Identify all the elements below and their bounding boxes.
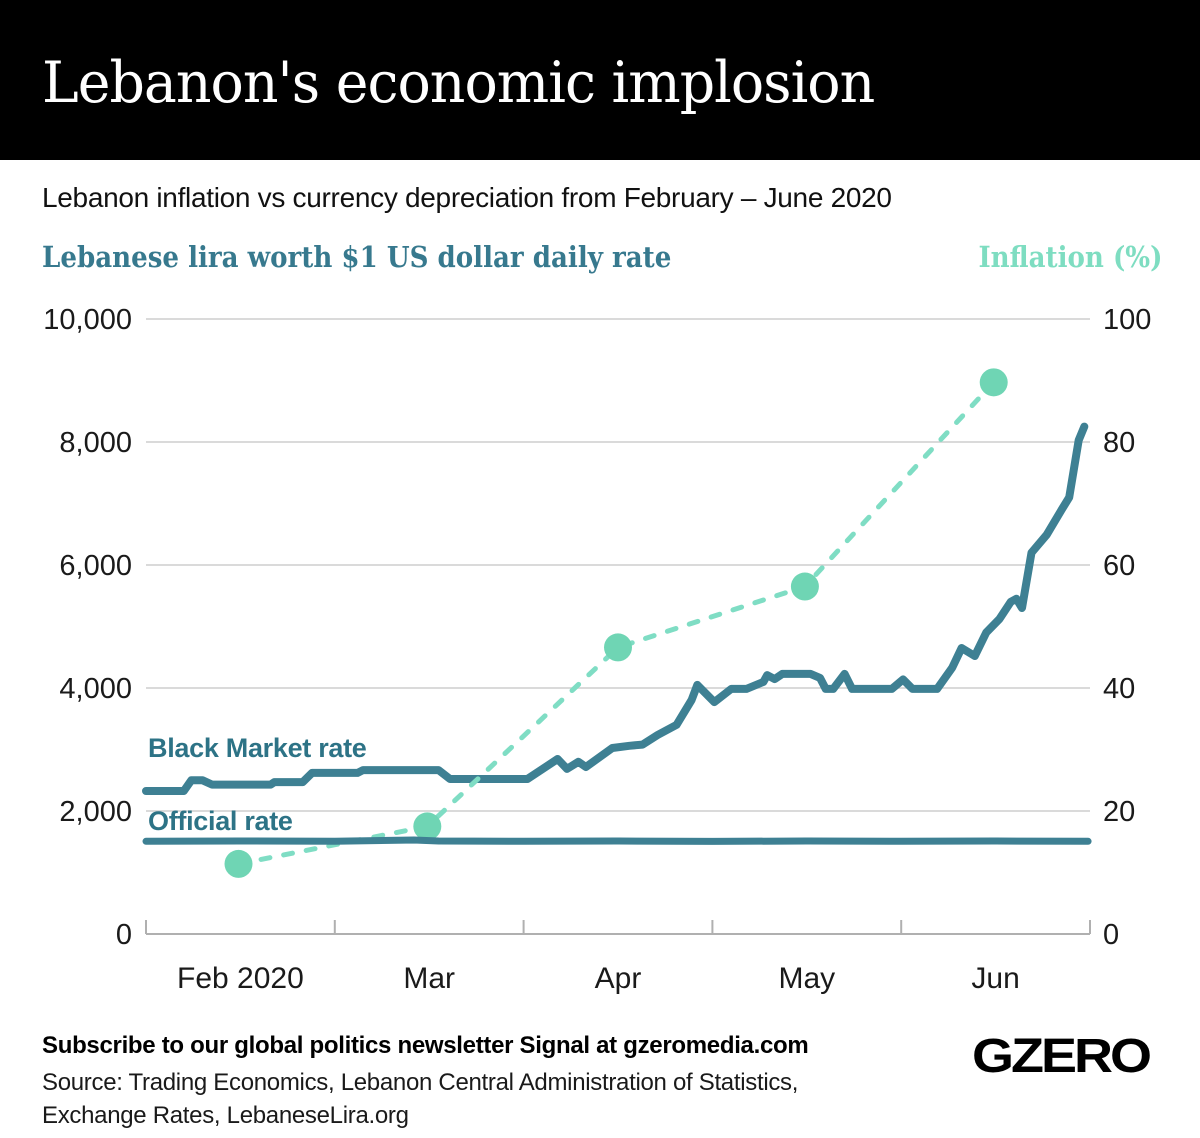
inflation-dot <box>224 849 253 878</box>
x-axis-tick-label: Feb 2020 <box>177 962 304 995</box>
right-axis-tick-label: 20 <box>1103 796 1135 828</box>
left-axis-tick-label: 2,000 <box>59 796 132 828</box>
official-rate-label: Official rate <box>148 806 293 836</box>
source-line-1: Source: Trading Economics, Lebanon Centr… <box>42 1069 799 1096</box>
inflation-dot <box>979 368 1008 397</box>
black-market-rate-label: Black Market rate <box>148 733 367 763</box>
gzero-logo: GZERO <box>972 1028 1152 1083</box>
right-axis-title: Inflation (%) <box>977 240 1162 274</box>
x-axis-tick-label: Jun <box>971 962 1019 995</box>
source-line-2: Exchange Rates, LebaneseLira.org <box>42 1102 409 1129</box>
right-axis-tick-label: 40 <box>1103 673 1135 705</box>
page-title: Lebanon's economic implosion <box>42 50 875 116</box>
x-axis-tick-label: May <box>778 962 835 995</box>
left-axis-tick-label: 6,000 <box>59 550 132 582</box>
inflation-dot <box>604 633 632 662</box>
newsletter-callout: Subscribe to our global politics newslet… <box>42 1032 809 1059</box>
header-banner: Lebanon's economic implosion <box>0 0 1200 160</box>
right-axis-tick-label: 80 <box>1103 427 1135 459</box>
right-axis-tick-label: 60 <box>1103 550 1135 582</box>
x-axis-tick-label: Apr <box>595 962 642 995</box>
inflation-dot <box>413 812 442 841</box>
black-market-line <box>142 422 1089 795</box>
left-axis-tick-label: 0 <box>116 919 132 951</box>
right-axis-tick-label: 0 <box>1103 919 1119 951</box>
right-axis-tick-label: 100 <box>1103 304 1151 336</box>
left-axis-tick-label: 4,000 <box>59 673 132 705</box>
left-axis-tick-label: 8,000 <box>59 427 132 459</box>
source-attribution: Source: Trading Economics, Lebanon Centr… <box>42 1066 798 1132</box>
x-axis-tick-label: Mar <box>403 962 455 995</box>
inflation-dot <box>790 572 819 601</box>
chart-subtitle: Lebanon inflation vs currency depreciati… <box>42 182 892 213</box>
official-rate-line <box>142 836 1092 845</box>
inflation-dashed-line <box>236 379 997 867</box>
left-axis-title: Lebanese lira worth $1 US dollar daily r… <box>42 240 672 274</box>
left-axis-tick-label: 10,000 <box>43 304 132 336</box>
